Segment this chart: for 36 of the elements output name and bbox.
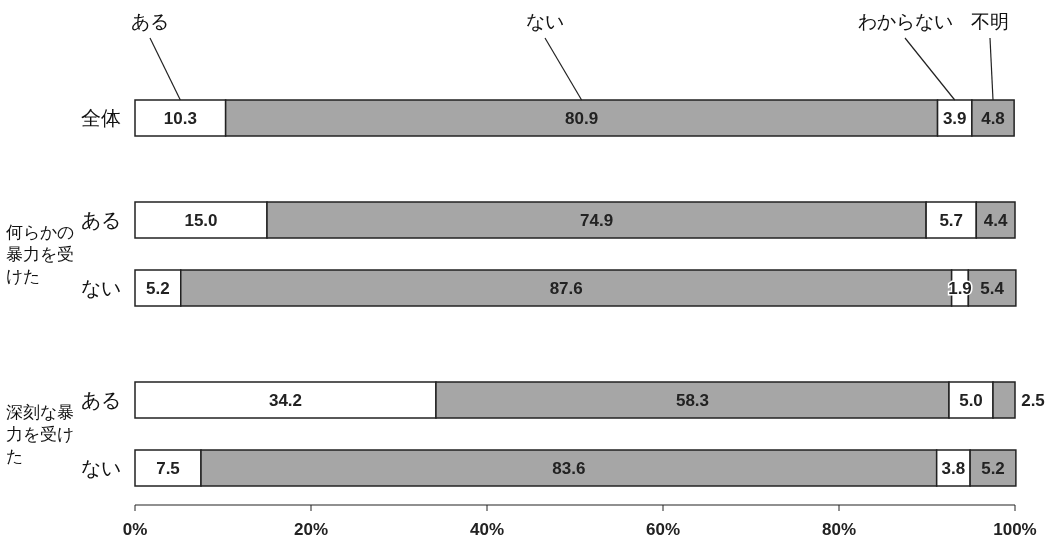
text: ある xyxy=(131,11,169,32)
y-tick-label: ある xyxy=(81,389,121,411)
data-label: 10.3 xyxy=(163,109,197,128)
text: 何らかの暴力を受けた xyxy=(6,223,74,286)
data-label: 5.0 xyxy=(959,391,983,410)
data-label: 5.2 xyxy=(146,279,170,298)
data-label: 3.8 xyxy=(941,459,966,478)
text: 不明 xyxy=(971,11,1009,32)
data-label: 83.6 xyxy=(552,459,586,478)
y-tick-label: 全体 xyxy=(81,107,121,129)
data-label: 2.5 xyxy=(1021,391,1045,410)
data-label: 4.8 xyxy=(981,109,1005,128)
x-tick-label: 40% xyxy=(469,520,505,539)
x-tick-label: 0% xyxy=(122,520,148,539)
y-tick-label: ない xyxy=(81,277,121,299)
data-label: 7.5 xyxy=(156,459,180,478)
data-label: 58.3 xyxy=(675,391,710,410)
data-label: 15.0 xyxy=(184,211,218,230)
text: わからない xyxy=(857,11,953,32)
text: 深刻な暴力を受けた xyxy=(6,403,74,466)
data-label: 5.7 xyxy=(939,211,964,230)
x-tick-label: 20% xyxy=(293,520,329,539)
x-tick-label: 80% xyxy=(821,520,857,539)
x-tick-label: 100% xyxy=(993,520,1037,539)
data-label: 80.9 xyxy=(565,109,599,128)
y-tick-label: ない xyxy=(81,457,121,479)
data-label: 4.4 xyxy=(983,211,1008,230)
data-label: 74.9 xyxy=(580,211,614,230)
data-label: 87.6 xyxy=(549,279,583,298)
data-label: 5.2 xyxy=(981,459,1005,478)
data-label: 34.2 xyxy=(268,391,303,410)
x-tick-label: 60% xyxy=(645,520,681,539)
data-label: 3.9 xyxy=(942,109,967,128)
data-label: 5.4 xyxy=(980,279,1005,298)
y-tick-label: ある xyxy=(81,209,121,231)
text: ない xyxy=(526,11,564,32)
